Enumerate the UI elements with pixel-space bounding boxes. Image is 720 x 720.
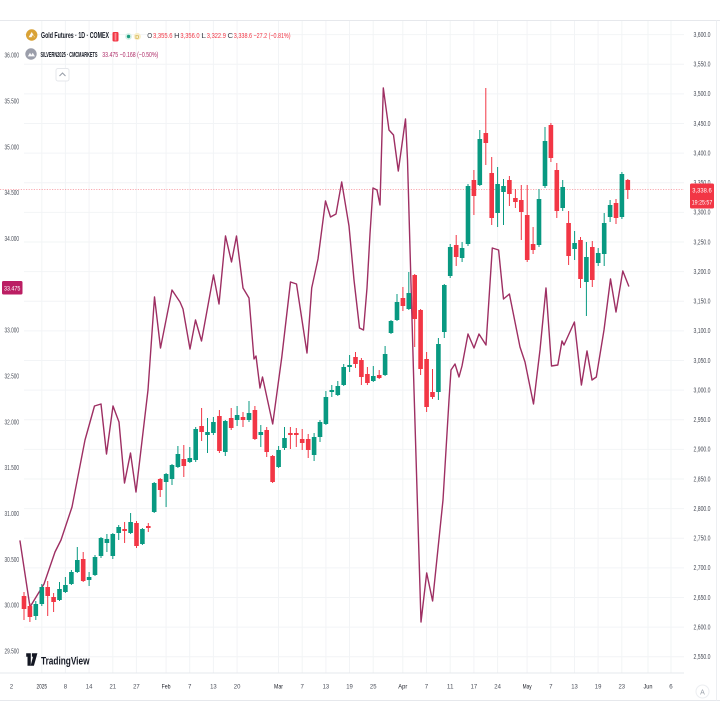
svg-text:36.000: 36.000 [5, 53, 20, 60]
svg-text:35.000: 35.000 [5, 144, 20, 151]
svg-text:3,600.0: 3,600.0 [694, 32, 711, 39]
svg-text:7: 7 [188, 684, 192, 691]
svg-text:30.000: 30.000 [5, 603, 20, 610]
svg-text:TradingView: TradingView [41, 656, 90, 668]
svg-text:3,300.0: 3,300.0 [694, 210, 711, 217]
svg-text:20: 20 [234, 684, 241, 691]
svg-text:27: 27 [133, 684, 140, 691]
svg-text:2,950.0: 2,950.0 [694, 417, 711, 424]
svg-text:35.500: 35.500 [5, 99, 20, 106]
svg-text:8: 8 [64, 684, 68, 691]
svg-text:24: 24 [494, 684, 501, 691]
svg-text:Apr: Apr [398, 684, 408, 691]
svg-text:3,100.0: 3,100.0 [694, 328, 711, 335]
svg-text:29.500: 29.500 [5, 649, 20, 656]
svg-text:Feb: Feb [162, 684, 171, 691]
svg-text:May: May [523, 684, 532, 691]
svg-text:3,322.9: 3,322.9 [207, 33, 226, 40]
svg-text:7: 7 [549, 684, 553, 691]
svg-text:3,355.6: 3,355.6 [153, 33, 173, 40]
svg-text:33.475 −0.168 (−0.50%): 33.475 −0.168 (−0.50%) [102, 52, 158, 59]
svg-text:3,250.0: 3,250.0 [694, 239, 711, 246]
svg-text:19: 19 [346, 684, 353, 691]
svg-text:3,338.6: 3,338.6 [692, 187, 712, 194]
svg-text:19: 19 [595, 684, 602, 691]
svg-text:30.500: 30.500 [5, 557, 20, 564]
svg-text:17: 17 [471, 684, 478, 691]
svg-text:A: A [700, 689, 705, 696]
svg-text:34.500: 34.500 [5, 190, 20, 197]
svg-text:23: 23 [619, 684, 626, 691]
svg-text:O: O [147, 33, 153, 40]
svg-text:3,200.0: 3,200.0 [694, 269, 711, 276]
svg-text:3,550.0: 3,550.0 [694, 62, 711, 69]
svg-text:33.475: 33.475 [4, 286, 21, 293]
svg-text:34.000: 34.000 [5, 236, 20, 243]
svg-text:33.000: 33.000 [5, 328, 20, 335]
svg-text:2,750.0: 2,750.0 [694, 536, 711, 543]
svg-text:13: 13 [210, 684, 217, 691]
svg-text:3,050.0: 3,050.0 [694, 358, 711, 365]
svg-text:2,850.0: 2,850.0 [694, 476, 711, 483]
svg-text:−27.2 (−0.81%): −27.2 (−0.81%) [254, 33, 291, 40]
svg-text:25: 25 [370, 684, 377, 691]
svg-text:7: 7 [301, 684, 305, 691]
svg-text:7: 7 [425, 684, 429, 691]
svg-text:2,700.0: 2,700.0 [694, 565, 711, 572]
svg-text:H: H [174, 33, 180, 40]
svg-text:31.000: 31.000 [5, 511, 20, 518]
svg-text:Gold Futures · 1D · COMEX: Gold Futures · 1D · COMEX [41, 30, 109, 40]
svg-text:32.500: 32.500 [5, 374, 20, 381]
svg-text:13: 13 [323, 684, 330, 691]
svg-text:19:25:57: 19:25:57 [692, 199, 713, 206]
svg-text:6: 6 [669, 684, 673, 691]
svg-text:C: C [228, 33, 234, 40]
svg-text:2,600.0: 2,600.0 [694, 624, 711, 631]
svg-text:31.500: 31.500 [5, 465, 20, 472]
svg-text:2,800.0: 2,800.0 [694, 506, 711, 513]
svg-text:Mar: Mar [274, 684, 284, 691]
svg-text:3,500.0: 3,500.0 [694, 91, 711, 98]
svg-text:2,550.0: 2,550.0 [694, 654, 711, 661]
svg-text:32.000: 32.000 [5, 419, 20, 426]
svg-text:Jun: Jun [644, 684, 653, 691]
svg-text:14: 14 [86, 684, 93, 691]
svg-text:3,450.0: 3,450.0 [694, 121, 711, 128]
svg-text:2: 2 [10, 684, 14, 691]
svg-text:3,000.0: 3,000.0 [694, 387, 711, 394]
svg-text:2025: 2025 [37, 684, 48, 691]
svg-text:3,400.0: 3,400.0 [694, 150, 711, 157]
svg-text:3,356.0: 3,356.0 [180, 33, 199, 40]
svg-text:3,338.6: 3,338.6 [234, 33, 252, 40]
svg-text:21: 21 [110, 684, 117, 691]
svg-text:2,900.0: 2,900.0 [694, 447, 711, 454]
svg-text:2,650.0: 2,650.0 [694, 595, 711, 602]
svg-text:13: 13 [571, 684, 578, 691]
svg-text:11: 11 [447, 684, 454, 691]
svg-text:3,150.0: 3,150.0 [694, 299, 711, 306]
svg-text:L: L [201, 33, 206, 40]
svg-text:D: D [135, 35, 139, 41]
svg-text:SILVERN2025 · CMCMARKETS: SILVERN2025 · CMCMARKETS [41, 52, 98, 59]
